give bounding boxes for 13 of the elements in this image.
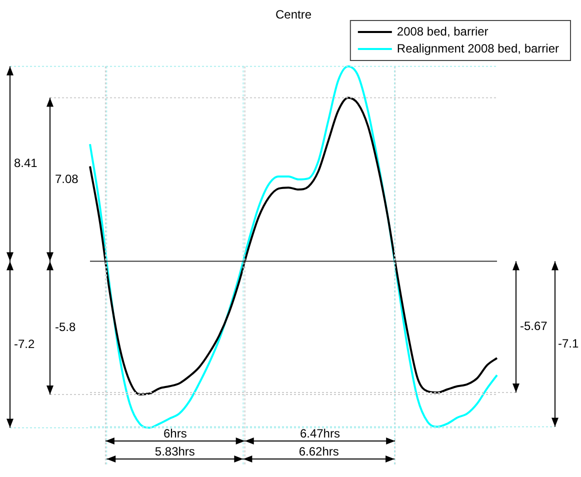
annotation: 6.47hrs <box>300 426 340 440</box>
legend-label: Realignment 2008 bed, barrier <box>396 41 560 56</box>
legend-label: 2008 bed, barrier <box>396 24 488 38</box>
text: -7.1 <box>558 336 580 350</box>
text: 5.83hrs <box>154 444 195 458</box>
text: -5.67 <box>520 319 548 334</box>
annotation: 6hrs <box>163 426 187 440</box>
text: -5.8 <box>55 320 76 334</box>
text: 6.62hrs <box>298 444 339 458</box>
text: -7.2 <box>14 336 36 351</box>
text: 7.08 <box>55 172 79 186</box>
text: 8.41 <box>14 156 38 170</box>
chart-title: Centre <box>275 8 312 22</box>
